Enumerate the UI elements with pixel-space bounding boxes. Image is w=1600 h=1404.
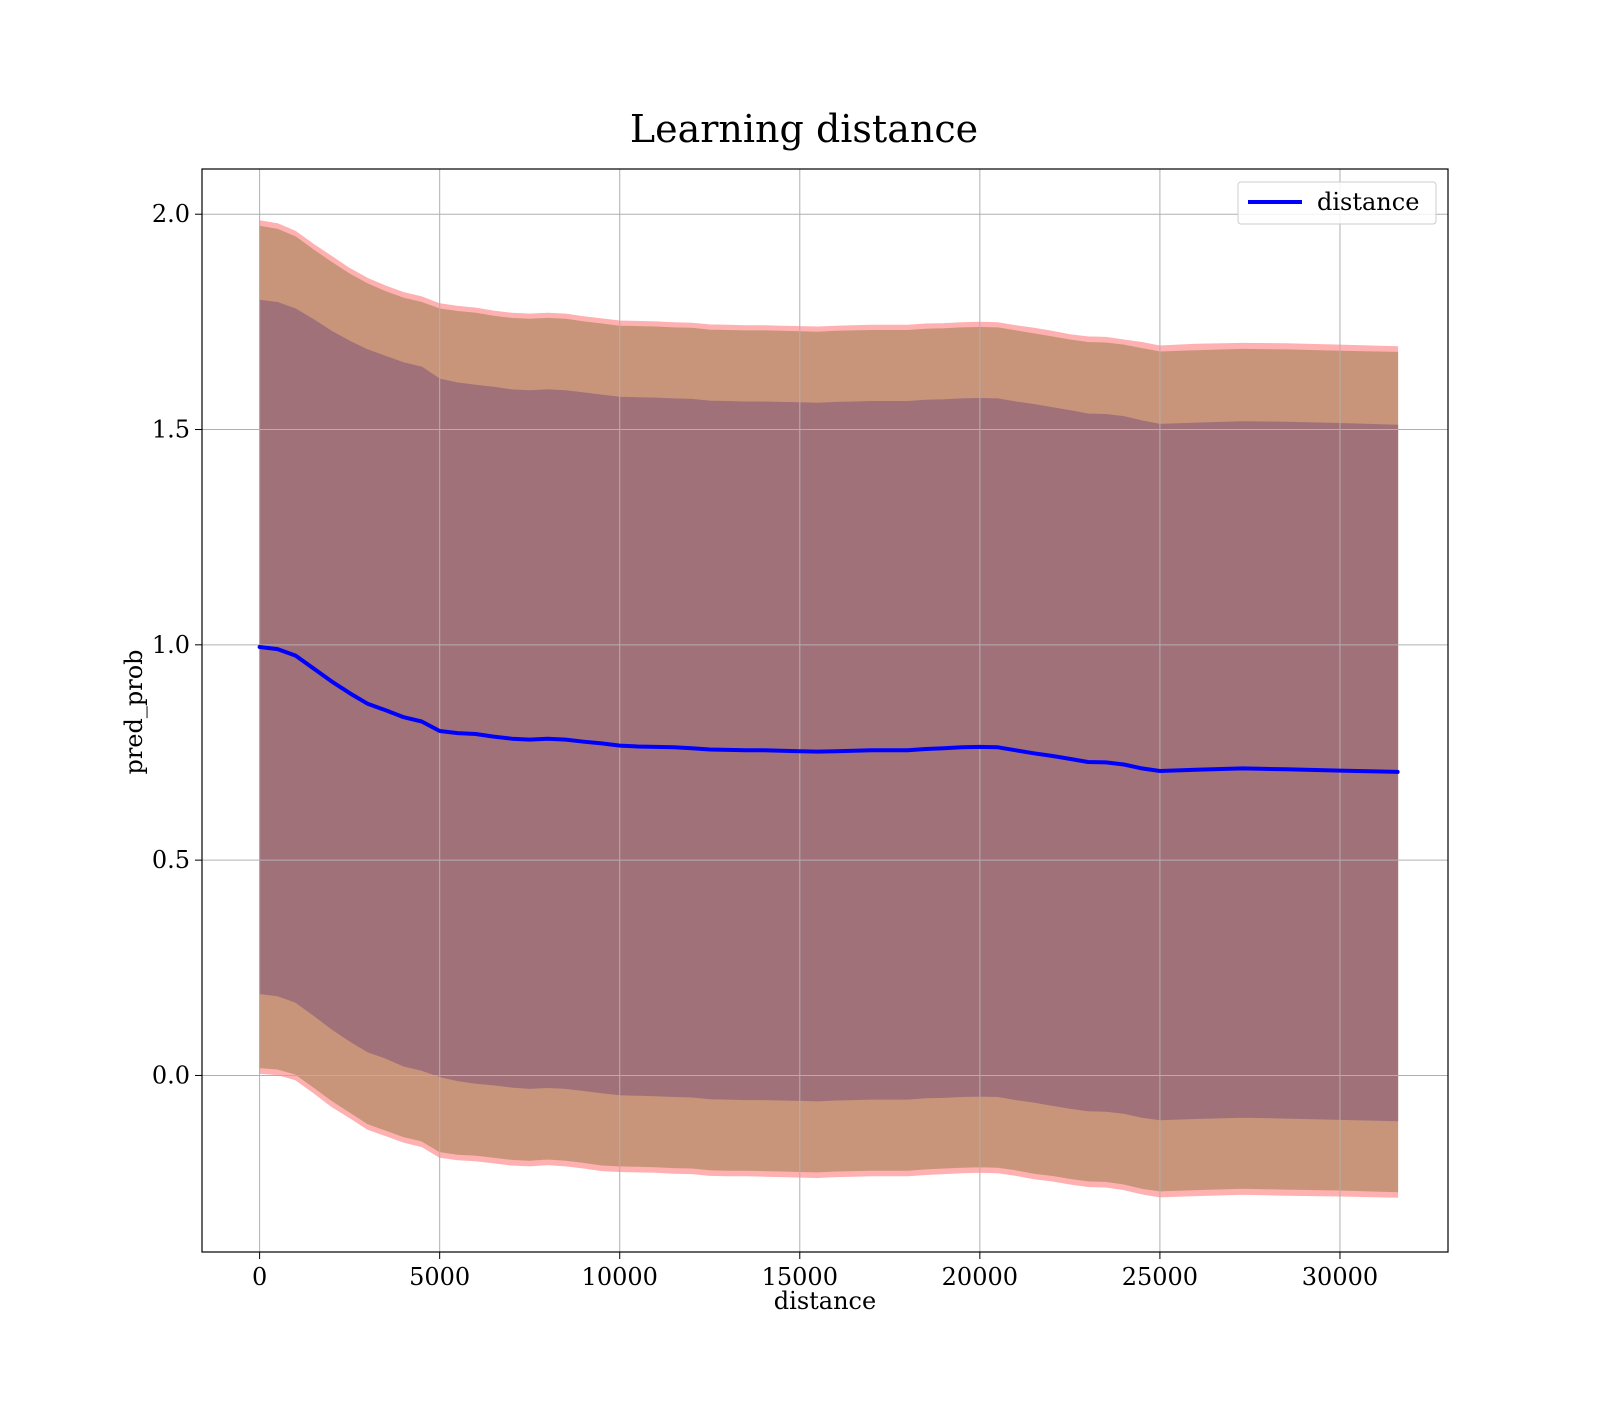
series-line-distance bbox=[257, 645, 1400, 774]
x-tick-label: 10000 bbox=[582, 1263, 658, 1291]
chart-title: Learning distance bbox=[630, 107, 978, 151]
x-tick-label: 30000 bbox=[1302, 1263, 1378, 1291]
x-axis-ticks: 0 5000 10000 15000 20000 25000 30000 bbox=[252, 1252, 1378, 1291]
y-tick-label: 1.0 bbox=[152, 631, 190, 659]
y-tick-label: 2.0 bbox=[152, 200, 190, 228]
x-tick-label: 25000 bbox=[1122, 1263, 1198, 1291]
x-tick-label: 20000 bbox=[942, 1263, 1018, 1291]
plot-frame bbox=[201, 168, 1449, 1253]
x-tick-label: 5000 bbox=[409, 1263, 470, 1291]
x-tick-label: 0 bbox=[252, 1263, 267, 1291]
y-axis-ticks: 0.0 0.5 1.0 1.5 2.0 bbox=[152, 200, 202, 1089]
legend-box bbox=[1237, 181, 1437, 225]
y-tick-label: 0.5 bbox=[152, 846, 190, 874]
band-inner bbox=[259, 299, 1399, 1122]
bands-layer bbox=[259, 220, 1399, 1198]
grid-layer bbox=[202, 169, 1448, 1252]
legend: distance bbox=[1237, 181, 1437, 225]
y-tick-label: 1.5 bbox=[152, 416, 190, 444]
x-axis-label: distance bbox=[774, 1287, 876, 1315]
line-layer bbox=[257, 645, 1400, 774]
x-tick-label: 15000 bbox=[762, 1263, 838, 1291]
legend-label-distance: distance bbox=[1317, 188, 1419, 216]
y-axis-label: pred_prob bbox=[120, 649, 148, 774]
y-tick-label: 0.0 bbox=[152, 1061, 190, 1089]
